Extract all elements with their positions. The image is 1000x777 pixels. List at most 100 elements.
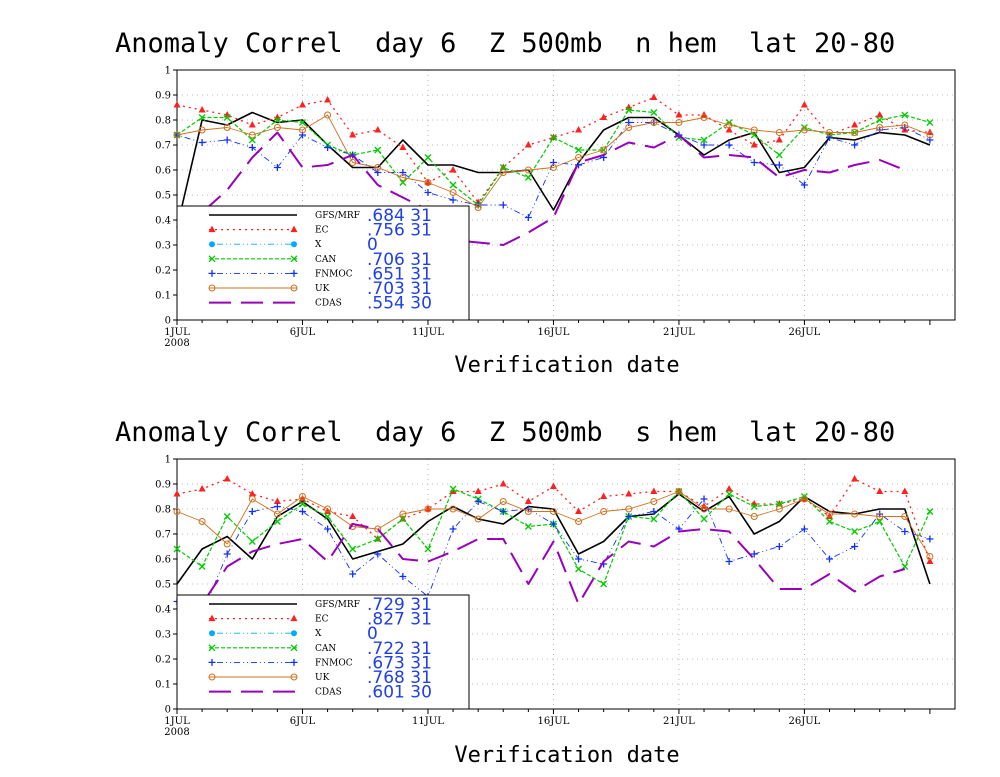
legend-series-name: CDAS [315, 299, 342, 309]
data-point [248, 131, 256, 139]
data-point [775, 500, 783, 508]
data-point [575, 126, 583, 133]
data-point [851, 121, 859, 128]
x-tick-label: 21JUL [663, 716, 695, 727]
data-point [298, 126, 306, 134]
data-point [524, 523, 532, 530]
data-point [725, 505, 733, 513]
data-point [299, 500, 306, 508]
data-point [349, 159, 357, 166]
data-point [926, 553, 934, 560]
legend-marker [290, 255, 298, 263]
legend-marker [290, 658, 298, 666]
data-point [901, 111, 909, 119]
data-point [349, 570, 357, 578]
data-point [851, 528, 859, 535]
data-point [273, 510, 281, 518]
data-point [223, 550, 231, 558]
data-point [198, 106, 206, 113]
data-point [851, 510, 859, 518]
legend-series-stat: .722 31 [367, 639, 432, 659]
data-point [826, 510, 834, 518]
y-tick-label: 0.9 [155, 91, 171, 102]
data-point [374, 164, 382, 171]
y-tick-label: 0.4 [155, 605, 171, 616]
x-tick-label: 11JUL [412, 716, 444, 727]
data-point [876, 518, 884, 525]
x-tick-year: 2008 [164, 727, 189, 738]
data-point [775, 161, 783, 169]
legend-series-stat: .684 31 [367, 206, 432, 226]
data-point [851, 543, 859, 550]
data-point [750, 503, 758, 510]
data-point [374, 535, 382, 543]
data-point [248, 490, 256, 497]
data-point [876, 111, 884, 118]
y-tick-label: 0.8 [155, 116, 171, 127]
data-point [600, 113, 608, 120]
legend-marker [290, 284, 298, 292]
data-point [725, 126, 733, 133]
data-point [675, 488, 683, 495]
x-axis-label: Verification date [454, 353, 679, 378]
data-point [324, 96, 332, 103]
legend-series-stat: .601 30 [367, 683, 432, 703]
legend-marker [208, 225, 216, 233]
data-point [424, 505, 432, 513]
data-point [700, 515, 708, 523]
legend-series-name: CAN [315, 255, 336, 265]
data-point [775, 151, 783, 159]
data-point [775, 543, 783, 550]
data-point [901, 487, 909, 494]
data-point [474, 204, 482, 211]
data-point [575, 555, 583, 563]
data-point [349, 512, 357, 519]
data-point [524, 141, 532, 148]
y-tick-label: 0 [165, 705, 171, 716]
y-tick-label: 0.6 [155, 555, 171, 566]
data-point [474, 498, 482, 505]
x-tick-year: 2008 [164, 338, 189, 349]
data-point [449, 181, 457, 189]
y-tick-label: 0.3 [155, 630, 171, 641]
legend-series-stat: .827 31 [367, 610, 432, 630]
legend-series-stat: .729 31 [367, 595, 432, 615]
x-tick-label: 26JUL [789, 327, 821, 338]
legend-box [176, 205, 470, 321]
data-point [650, 93, 658, 100]
data-point [349, 545, 357, 553]
data-point [650, 119, 658, 126]
legend-marker [208, 284, 216, 292]
data-point [399, 510, 407, 518]
data-point [549, 164, 557, 171]
data-point [324, 513, 332, 520]
y-tick-label: 0.4 [155, 216, 171, 227]
data-point [424, 505, 432, 512]
legend-marker [209, 241, 215, 248]
data-point [499, 201, 507, 209]
data-point [474, 515, 482, 523]
data-point [499, 508, 507, 515]
data-point [424, 545, 432, 553]
data-point [775, 136, 783, 143]
data-point [851, 141, 859, 149]
y-tick-label: 1 [165, 455, 171, 466]
data-point [851, 129, 859, 136]
data-point [876, 487, 884, 494]
y-tick-label: 0.2 [155, 655, 171, 666]
y-tick-label: 0 [165, 316, 171, 327]
y-tick-label: 0.8 [155, 505, 171, 516]
data-point [524, 174, 532, 181]
data-point [675, 111, 683, 118]
y-tick-label: 0.1 [155, 680, 171, 691]
data-point [625, 490, 633, 497]
chart-title: Anomaly Correl day 6 Z 500mb n hem lat 2… [115, 28, 895, 59]
data-point [424, 179, 432, 186]
data-point [273, 116, 281, 124]
legend-series-name: CAN [315, 644, 336, 654]
data-point [800, 101, 808, 108]
data-point [399, 179, 407, 186]
data-point [248, 144, 256, 151]
legend-series-stat: 0 [367, 624, 378, 644]
data-point [173, 545, 181, 553]
